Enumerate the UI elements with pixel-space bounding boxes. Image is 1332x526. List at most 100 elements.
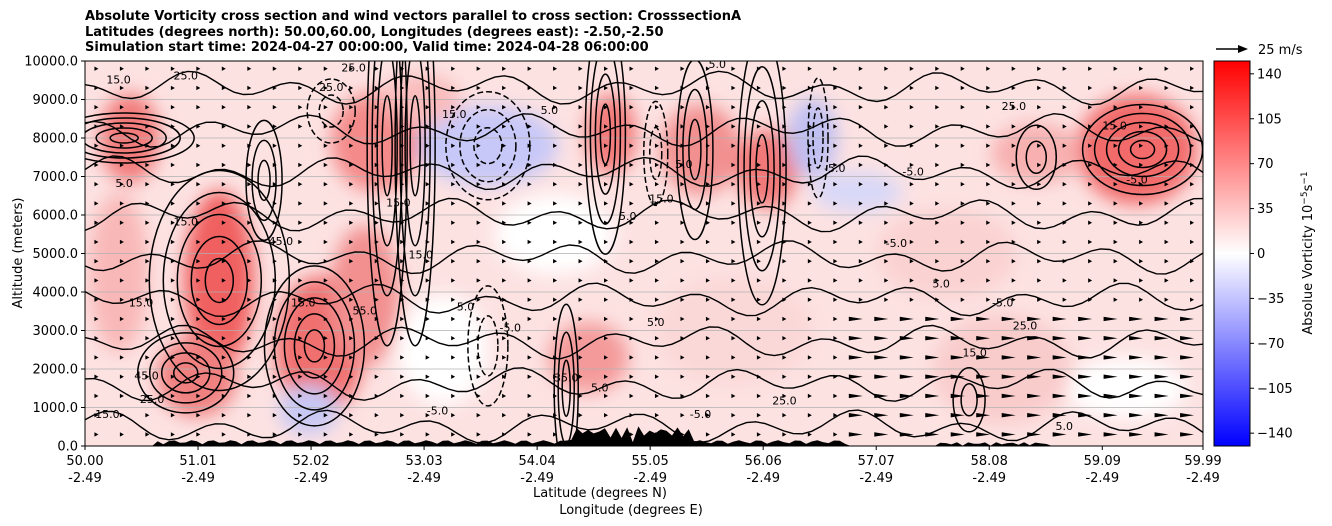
wind-vector-arrow xyxy=(756,336,761,341)
wind-vector-arrow xyxy=(1001,432,1016,437)
wind-vector-arrow xyxy=(298,316,303,322)
contour-background xyxy=(85,155,1203,191)
colorbar-tick-label: 140 xyxy=(1257,67,1282,82)
wind-vector-arrow xyxy=(976,413,991,418)
wind-vector-arrow xyxy=(807,85,812,91)
wind-vector-arrow xyxy=(298,105,303,110)
wind-vector-arrow xyxy=(527,297,532,302)
wind-vector-arrow xyxy=(247,220,252,225)
contour-positive xyxy=(245,119,283,242)
wind-vector-arrow xyxy=(349,393,354,399)
wind-vector-arrow xyxy=(680,220,685,225)
wind-vector-arrow xyxy=(1129,413,1144,418)
wind-vector-arrow xyxy=(756,374,761,379)
wind-vector-arrow xyxy=(604,297,609,302)
wind-vector-arrow xyxy=(1011,201,1016,206)
colorbar-tick-label: −35 xyxy=(1257,292,1284,307)
wind-vector-arrow xyxy=(221,336,226,341)
wind-vector-arrow xyxy=(909,239,914,245)
wind-vector-arrow xyxy=(221,201,226,206)
wind-vector-arrow xyxy=(553,85,558,91)
wind-vector-arrow xyxy=(1103,393,1118,399)
wind-vector-arrow xyxy=(680,239,685,245)
wind-vector-arrow xyxy=(476,259,481,264)
wind-vector-arrow xyxy=(374,336,379,341)
wind-vector-arrow xyxy=(196,432,201,437)
wind-vector-arrow xyxy=(807,374,812,379)
wind-vector-arrow xyxy=(1062,220,1067,225)
wind-vector-arrow xyxy=(425,432,430,437)
contour-positive xyxy=(293,313,336,379)
wind-vector-arrow xyxy=(680,316,685,322)
wind-vector-arrow xyxy=(756,432,761,437)
wind-vector-arrow xyxy=(196,259,201,264)
wind-vector-arrow xyxy=(272,182,277,187)
wind-vector-arrow xyxy=(272,336,277,341)
wind-vector-arrow xyxy=(119,85,124,91)
wind-vector-arrow xyxy=(629,66,634,71)
wind-vector-arrow xyxy=(950,374,965,379)
wind-vector-arrow xyxy=(476,66,481,71)
wind-vector-arrow xyxy=(1011,278,1016,283)
contour-background xyxy=(85,324,1203,360)
wind-vector-arrow xyxy=(1113,124,1118,129)
wind-vector-arrow xyxy=(925,316,940,322)
wind-vector-arrow xyxy=(145,162,150,168)
wind-vector-arrow xyxy=(272,124,277,129)
wind-vector-arrow xyxy=(94,297,99,302)
wind-vector-arrow xyxy=(1062,143,1067,148)
contour-negative xyxy=(807,77,829,199)
wind-vector-arrow xyxy=(247,316,252,322)
wind-vector-arrow xyxy=(1062,105,1067,110)
wind-vector-arrow xyxy=(145,239,150,245)
wind-vector-arrow xyxy=(247,162,252,168)
wind-vector-arrow xyxy=(1103,355,1118,360)
wind-vector-arrow xyxy=(221,85,226,91)
wind-vector-arrow xyxy=(654,162,659,168)
wind-vector-arrow xyxy=(899,413,914,418)
contour-positive xyxy=(109,132,139,144)
wind-vector-arrow xyxy=(705,355,710,360)
wind-vector-arrow xyxy=(1052,355,1067,360)
wind-vector-arrow xyxy=(935,297,940,302)
wind-vector-arrow xyxy=(884,259,889,264)
wind-vector-arrow xyxy=(1078,336,1093,341)
wind-vector-arrow xyxy=(170,413,175,418)
wind-vector-arrow xyxy=(833,432,838,437)
wind-vector-arrow xyxy=(247,355,252,360)
wind-vector-arrow xyxy=(476,182,481,187)
wind-vector-arrow xyxy=(1139,278,1144,283)
wind-vector-arrow xyxy=(527,182,532,187)
wind-vector-arrow xyxy=(705,124,710,129)
wind-vector-arrow xyxy=(425,182,430,187)
wind-vector-arrow xyxy=(527,220,532,225)
wind-vector-arrow xyxy=(476,124,481,129)
wind-vector-arrow xyxy=(629,297,634,302)
wind-vector-arrow xyxy=(604,374,609,379)
wind-vector-arrow xyxy=(807,239,812,245)
x-tick-label-longitude: -2.49 xyxy=(68,471,102,486)
contour-label: 5.0 xyxy=(619,210,637,223)
wind-vector-arrow xyxy=(221,355,226,360)
wind-vector-arrow xyxy=(1129,355,1144,360)
wind-vector-arrow xyxy=(925,336,940,341)
contour-label: 45.0 xyxy=(269,235,294,248)
wind-vector-arrow xyxy=(1103,432,1118,437)
wind-vector-arrow xyxy=(94,220,99,225)
wind-vector-arrow xyxy=(298,297,303,302)
wind-vector-arrow xyxy=(298,374,303,379)
wind-vector-arrow xyxy=(986,278,991,283)
wind-vector-arrow xyxy=(1139,201,1144,206)
wind-vector-arrow xyxy=(145,143,150,148)
wind-vector-arrow xyxy=(400,355,405,360)
wind-vector-arrow xyxy=(502,162,507,168)
wind-vector-arrow xyxy=(578,143,583,148)
wind-vector-arrow xyxy=(502,374,507,379)
wind-vector-arrow xyxy=(705,201,710,206)
wind-vector-arrow xyxy=(1103,316,1118,322)
wind-vector-arrow xyxy=(705,162,710,168)
wind-vector-arrow xyxy=(527,336,532,341)
field-blob xyxy=(548,322,629,393)
y-tick-label: 2000.0 xyxy=(33,363,79,378)
wind-vector-arrow xyxy=(145,393,150,399)
